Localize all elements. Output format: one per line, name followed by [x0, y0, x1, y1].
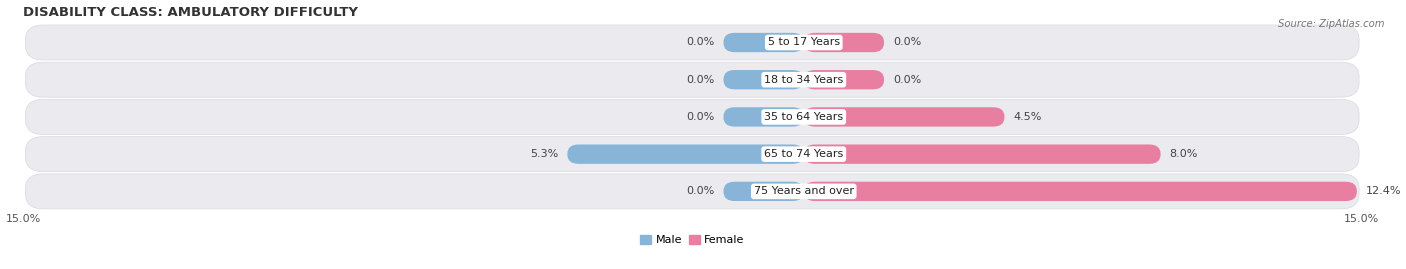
FancyBboxPatch shape — [804, 33, 884, 52]
FancyBboxPatch shape — [724, 107, 804, 127]
Text: 5 to 17 Years: 5 to 17 Years — [768, 37, 839, 48]
Text: 18 to 34 Years: 18 to 34 Years — [763, 75, 844, 85]
Text: 5.3%: 5.3% — [530, 149, 558, 159]
FancyBboxPatch shape — [804, 107, 1004, 127]
Text: 0.0%: 0.0% — [686, 112, 714, 122]
Text: 0.0%: 0.0% — [893, 37, 921, 48]
FancyBboxPatch shape — [25, 25, 1360, 60]
FancyBboxPatch shape — [25, 100, 1360, 134]
Text: 12.4%: 12.4% — [1365, 186, 1402, 196]
FancyBboxPatch shape — [804, 144, 1160, 164]
FancyBboxPatch shape — [568, 144, 804, 164]
Text: 65 to 74 Years: 65 to 74 Years — [763, 149, 844, 159]
Legend: Male, Female: Male, Female — [640, 235, 745, 245]
Text: 0.0%: 0.0% — [893, 75, 921, 85]
Text: 35 to 64 Years: 35 to 64 Years — [765, 112, 844, 122]
Text: 0.0%: 0.0% — [686, 186, 714, 196]
FancyBboxPatch shape — [724, 182, 804, 201]
FancyBboxPatch shape — [724, 33, 804, 52]
Text: 8.0%: 8.0% — [1170, 149, 1198, 159]
FancyBboxPatch shape — [25, 137, 1360, 172]
FancyBboxPatch shape — [804, 182, 1357, 201]
Text: 75 Years and over: 75 Years and over — [754, 186, 853, 196]
FancyBboxPatch shape — [724, 70, 804, 89]
FancyBboxPatch shape — [804, 70, 884, 89]
FancyBboxPatch shape — [25, 174, 1360, 209]
Text: 4.5%: 4.5% — [1014, 112, 1042, 122]
Text: 0.0%: 0.0% — [686, 75, 714, 85]
Text: Source: ZipAtlas.com: Source: ZipAtlas.com — [1278, 19, 1385, 29]
Text: DISABILITY CLASS: AMBULATORY DIFFICULTY: DISABILITY CLASS: AMBULATORY DIFFICULTY — [22, 6, 359, 19]
Text: 0.0%: 0.0% — [686, 37, 714, 48]
FancyBboxPatch shape — [25, 62, 1360, 97]
